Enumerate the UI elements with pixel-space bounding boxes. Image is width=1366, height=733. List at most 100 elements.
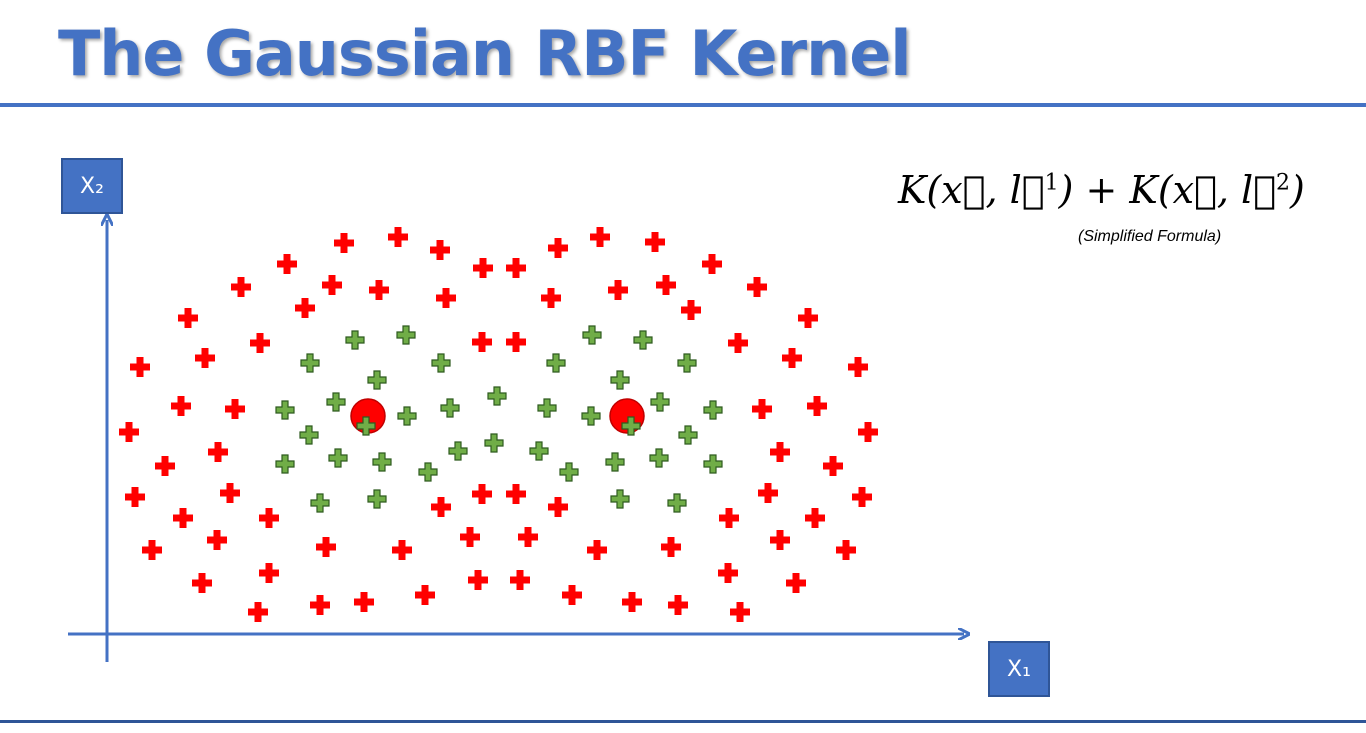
red-class-point xyxy=(207,530,227,550)
formula-note: (Simplified Formula) xyxy=(1078,228,1222,245)
red-class-point xyxy=(119,422,139,442)
red-class-point xyxy=(472,332,492,352)
kernel-formula: K(x⃗, l⃗1) + K(x⃗, l⃗2) xyxy=(898,168,1305,212)
red-class-point xyxy=(178,308,198,328)
red-class-point xyxy=(645,232,665,252)
formula-x1: x⃗ xyxy=(941,168,986,212)
green-class-point xyxy=(299,425,319,445)
green-class-point xyxy=(582,325,602,345)
green-class-point xyxy=(326,392,346,412)
red-class-point xyxy=(562,585,582,605)
green-class-point xyxy=(650,392,670,412)
red-class-point xyxy=(718,563,738,583)
red-class-point xyxy=(248,602,268,622)
red-class-point xyxy=(518,527,538,547)
red-class-point xyxy=(805,508,825,528)
red-class-point xyxy=(548,238,568,258)
green-class-point xyxy=(396,325,416,345)
green-class-point xyxy=(677,353,697,373)
formula-plus: + xyxy=(1073,168,1130,212)
green-class-point xyxy=(605,452,625,472)
red-class-point xyxy=(608,280,628,300)
green-class-point xyxy=(649,448,669,468)
red-class-point xyxy=(259,508,279,528)
red-class-point xyxy=(782,348,802,368)
green-class-point xyxy=(367,489,387,509)
green-class-point xyxy=(300,353,320,373)
red-class-point xyxy=(836,540,856,560)
red-class-point xyxy=(548,497,568,517)
green-class-point xyxy=(610,489,630,509)
red-class-point xyxy=(798,308,818,328)
red-class-point xyxy=(770,442,790,462)
red-class-point xyxy=(430,240,450,260)
green-class-point xyxy=(487,386,507,406)
formula-open1: ( xyxy=(926,168,942,212)
red-class-point xyxy=(436,288,456,308)
red-class-point xyxy=(431,497,451,517)
green-class-point xyxy=(328,448,348,468)
red-class-point xyxy=(823,456,843,476)
red-class-point xyxy=(668,595,688,615)
green-class-point xyxy=(418,462,438,482)
green-class-point xyxy=(275,400,295,420)
green-class-point xyxy=(372,452,392,472)
green-class-point xyxy=(397,406,417,426)
x1-axis-label: X₁ xyxy=(988,641,1050,697)
red-class-point xyxy=(130,357,150,377)
green-class-point xyxy=(448,441,468,461)
formula-close1: ) xyxy=(1058,168,1074,212)
red-class-point xyxy=(472,484,492,504)
red-class-point xyxy=(656,275,676,295)
red-class-point xyxy=(369,280,389,300)
red-class-point xyxy=(142,540,162,560)
green-class-point xyxy=(703,454,723,474)
red-class-point xyxy=(250,333,270,353)
red-class-point xyxy=(468,570,488,590)
red-class-point xyxy=(747,277,767,297)
red-class-point xyxy=(277,254,297,274)
title-divider xyxy=(0,103,1366,107)
green-class-point xyxy=(440,398,460,418)
red-class-point xyxy=(354,592,374,612)
red-class-point xyxy=(506,258,526,278)
red-class-point xyxy=(541,288,561,308)
green-class-point xyxy=(529,441,549,461)
formula-l2: l⃗ xyxy=(1241,168,1277,212)
red-class-point xyxy=(415,585,435,605)
red-class-point xyxy=(752,399,772,419)
red-class-point xyxy=(730,602,750,622)
red-class-point xyxy=(310,595,330,615)
green-class-point xyxy=(559,462,579,482)
formula-x2: x⃗ xyxy=(1172,168,1217,212)
green-class-point xyxy=(275,454,295,474)
green-class-point xyxy=(484,433,504,453)
red-class-point xyxy=(506,484,526,504)
red-class-point xyxy=(681,300,701,320)
formula-k1: K xyxy=(898,168,927,212)
red-class-point xyxy=(661,537,681,557)
formula-sup2: 2 xyxy=(1276,170,1291,196)
red-class-point xyxy=(758,483,778,503)
green-class-point xyxy=(537,398,557,418)
red-class-point xyxy=(858,422,878,442)
formula-sup1: 1 xyxy=(1044,170,1059,196)
red-class-point xyxy=(719,508,739,528)
formula-l1: l⃗ xyxy=(1009,168,1045,212)
red-class-point xyxy=(622,592,642,612)
red-class-point xyxy=(587,540,607,560)
red-class-point xyxy=(590,227,610,247)
red-class-point xyxy=(220,483,240,503)
red-class-point xyxy=(125,487,145,507)
red-class-point xyxy=(460,527,480,547)
green-class-point xyxy=(356,416,376,436)
red-class-point xyxy=(506,332,526,352)
red-class-point xyxy=(316,537,336,557)
formula-open2: ( xyxy=(1157,168,1173,212)
formula-comma1: , xyxy=(985,168,1010,212)
green-class-point xyxy=(345,330,365,350)
green-class-point xyxy=(546,353,566,373)
red-class-point xyxy=(195,348,215,368)
red-class-point xyxy=(848,357,868,377)
